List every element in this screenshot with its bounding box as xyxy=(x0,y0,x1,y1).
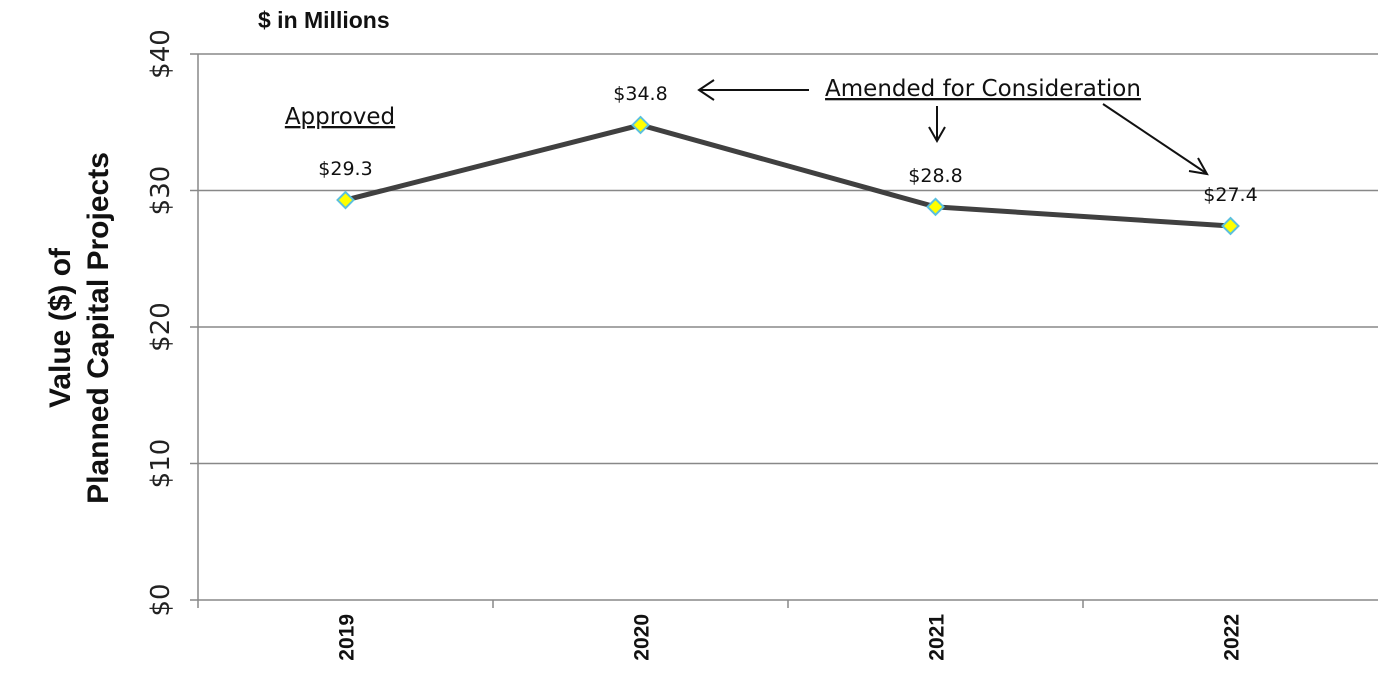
data-point-marker xyxy=(1221,216,1240,236)
data-labels: $29.3 $34.8 $28.8 $27.4 xyxy=(318,83,1257,206)
data-point-marker xyxy=(926,197,945,217)
y-tick-label: $0 xyxy=(146,583,176,616)
data-point-marker xyxy=(631,115,650,135)
y-axis-title-line-1: Value ($) of xyxy=(44,247,77,408)
approved-annotation: Approved xyxy=(285,104,395,130)
x-tick-labels: 2019 2020 2021 2022 xyxy=(336,614,1244,661)
y-axis-title-line-2: Planned Capital Projects xyxy=(82,152,115,504)
amended-annotation: Amended for Consideration xyxy=(825,76,1141,102)
x-tick-label: 2022 xyxy=(1221,614,1244,661)
y-tick-label: $20 xyxy=(146,302,176,352)
data-label: $28.8 xyxy=(908,165,962,187)
y-tick-labels: $0 $10 $20 $30 $40 xyxy=(146,29,176,616)
units-label: $ in Millions xyxy=(258,7,390,33)
y-tick-label: $40 xyxy=(146,29,176,79)
arrow-to-2022-head xyxy=(1188,157,1209,176)
arrow-to-2022 xyxy=(1102,103,1207,174)
x-tick-label: 2019 xyxy=(336,614,359,661)
arrow-to-2020-head xyxy=(697,79,715,101)
series xyxy=(336,115,1240,236)
annotations: Approved Amended for Consideration xyxy=(285,76,1209,176)
arrow-to-2021-head xyxy=(928,126,946,144)
data-label: $29.3 xyxy=(318,158,372,180)
y-tick-label: $10 xyxy=(146,439,176,489)
data-label: $27.4 xyxy=(1203,184,1257,206)
axes xyxy=(190,53,1378,608)
data-point-marker xyxy=(336,190,355,210)
y-tick-label: $30 xyxy=(146,166,176,216)
x-tick-label: 2020 xyxy=(631,614,654,661)
gridlines xyxy=(198,53,1378,465)
series-line xyxy=(343,122,1233,229)
x-tick-label: 2021 xyxy=(926,614,949,661)
data-label: $34.8 xyxy=(613,83,667,105)
